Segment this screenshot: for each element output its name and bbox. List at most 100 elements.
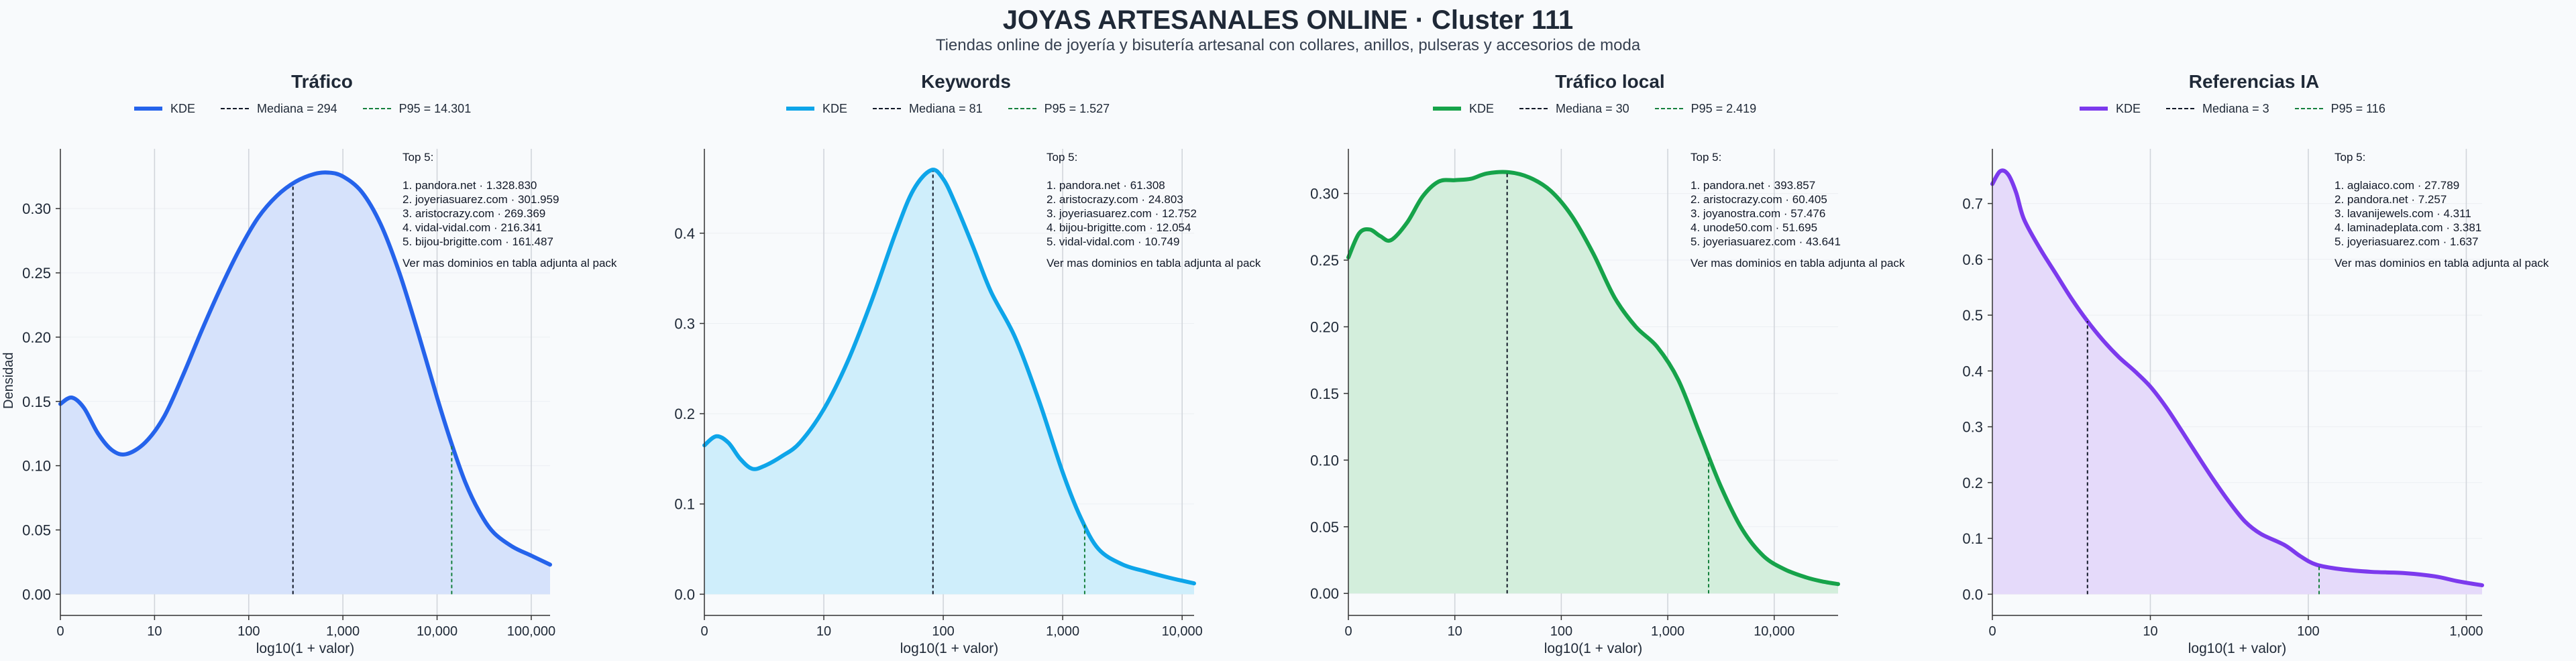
- top5-item: 1. pandora.net · 61.308: [1046, 179, 1165, 192]
- top5-item: 4. vidal-vidal.com · 216.341: [402, 221, 542, 234]
- x-tick-label: 10,000: [1754, 624, 1794, 639]
- chart-plot: 0.00 0.05 0.10 0.15 0.20 0.25 0.30 0 10 100 1,000 1…: [22, 149, 617, 656]
- top5-item: 5. vidal-vidal.com · 10.749: [1046, 235, 1179, 248]
- y-tick-label: 0.20: [22, 329, 51, 346]
- legend-label: Mediana = 294: [257, 101, 337, 115]
- kde-line: [702, 168, 1196, 586]
- x-axis-label: log10(1 + valor): [1544, 641, 1643, 656]
- chart-plot: 0.00 0.05 0.10 0.15 0.20 0.25 0.30 0 10 100 1,000 1…: [1310, 149, 1905, 656]
- x-tick-label: 1,000: [1651, 624, 1684, 639]
- x-tick-label: 10,000: [417, 624, 458, 639]
- top5-item: 4. bijou-brigitte.com · 12.054: [1046, 221, 1191, 234]
- legend-swatch-p95: [1008, 108, 1036, 109]
- top5-footer: Ver mas dominios en tabla adjunta al pac…: [1690, 257, 1905, 269]
- y-tick-label: 0.2: [674, 406, 695, 422]
- legend-item-p95: P95 = 1.527: [1008, 102, 1110, 116]
- page-title: JOYAS ARTESANALES ONLINE · Cluster 111: [1002, 5, 1574, 35]
- x-tick-label: 100: [2297, 624, 2319, 639]
- x-tick-label: 100: [932, 624, 954, 639]
- y-tick-label: 0.1: [674, 496, 695, 513]
- kde-area: [1992, 170, 2482, 595]
- chart-title: Keywords: [921, 71, 1011, 92]
- legend-label: KDE: [2116, 101, 2141, 115]
- kde-area: [704, 170, 1194, 595]
- top5-item: 2. pandora.net · 7.257: [2334, 193, 2447, 206]
- legend-swatch-kde: [786, 107, 814, 111]
- top5-item: 2. joyeriasuarez.com · 301.959: [402, 193, 559, 206]
- y-tick-label: 0.10: [22, 458, 51, 475]
- kde-line: [1346, 170, 1840, 587]
- chart-legend: KDE Mediana = 81 P95 = 1.527: [786, 101, 1135, 117]
- x-tick-label: 1,000: [326, 624, 360, 639]
- chart-panel-trafico-local: Tráfico local KDE Mediana = 30 P95 = 2.4…: [1288, 0, 1932, 661]
- x-axis-label: log10(1 + valor): [2188, 641, 2287, 656]
- top5-item: 4. unode50.com · 51.695: [1690, 221, 1817, 234]
- chart-plot: 0.0 0.1 0.2 0.3 0.4 0 10 100 1,000 10,000 log10(1 …: [674, 149, 1261, 656]
- top5-item: 1. pandora.net · 1.328.830: [402, 179, 537, 192]
- top5-item: 1. pandora.net · 393.857: [1690, 179, 1815, 192]
- top5-item: 2. aristocrazy.com · 60.405: [1690, 193, 1827, 206]
- top5-heading: Top 5:: [1690, 151, 1721, 164]
- y-tick-label: 0.25: [22, 265, 51, 282]
- legend-swatch-median: [1519, 108, 1548, 109]
- legend-swatch-kde: [134, 107, 162, 111]
- x-tick-label: 0: [1988, 624, 1996, 639]
- y-tick-label: 0.00: [1310, 585, 1339, 602]
- legend-item-median: Mediana = 294: [221, 102, 337, 116]
- y-tick-label: 0.7: [1962, 196, 1983, 213]
- x-tick-label: 100: [237, 624, 260, 639]
- top5-footer: Ver mas dominios en tabla adjunta al pac…: [402, 257, 617, 269]
- legend-item-kde: KDE: [1433, 102, 1494, 116]
- top5-heading: Top 5:: [1046, 151, 1077, 164]
- y-tick-label: 0.05: [22, 522, 51, 538]
- legend-item-kde: KDE: [134, 102, 195, 116]
- legend-label: P95 = 14.301: [398, 101, 472, 115]
- legend-item-kde: KDE: [786, 102, 847, 116]
- y-tick-label: 0.00: [22, 586, 51, 603]
- top5-footer: Ver mas dominios en tabla adjunta al pac…: [2334, 257, 2549, 269]
- x-tick-label: 0: [1344, 624, 1352, 639]
- y-tick-label: 0.6: [1962, 251, 1983, 268]
- top5-item: 5. joyeriasuarez.com · 1.637: [2334, 235, 2479, 248]
- kde-area: [1348, 172, 1838, 594]
- y-tick-label: 0.3: [1962, 419, 1983, 436]
- top5-item: 4. laminadeplata.com · 3.381: [2334, 221, 2481, 234]
- top5-footer: Ver mas dominios en tabla adjunta al pac…: [1046, 257, 1261, 269]
- legend-label: Mediana = 30: [1556, 101, 1629, 115]
- y-tick-label: 0.2: [1962, 475, 1983, 491]
- x-tick-label: 0: [56, 624, 64, 639]
- kde-area: [60, 172, 550, 595]
- legend-label: P95 = 116: [2330, 101, 2385, 115]
- y-tick-label: 0.25: [1310, 252, 1339, 269]
- legend-item-p95: P95 = 14.301: [362, 101, 472, 116]
- x-tick-label: 10: [816, 624, 831, 639]
- legend-swatch-median: [873, 108, 902, 109]
- top5-item: 1. aglaiaco.com · 27.789: [2334, 179, 2459, 192]
- x-tick-label: 1,000: [1046, 624, 1079, 639]
- legend-label: P95 = 2.419: [1690, 101, 1757, 115]
- legend-item-median: Mediana = 3: [2166, 102, 2269, 116]
- top5-item: 3. joyeriasuarez.com · 12.752: [1046, 207, 1197, 220]
- legend-swatch-p95: [1654, 108, 1683, 109]
- chart-panel-referencias-ia: Referencias IA KDE Mediana = 3 P95 = 116…: [1932, 0, 2576, 661]
- page-subtitle: Tiendas online de joyería y bisutería ar…: [935, 36, 1641, 54]
- top5-item: 5. joyeriasuarez.com · 43.641: [1690, 235, 1841, 248]
- legend-swatch-median: [2166, 108, 2195, 109]
- y-tick-label: 0.15: [22, 394, 51, 410]
- chart-plot: 0.0 0.1 0.2 0.3 0.4 0.5 0.6 0.7 0 10 100 1,000 log10…: [1962, 149, 2549, 656]
- top5-item: 3. aristocrazy.com · 269.369: [402, 207, 545, 220]
- chart-legend: KDE Mediana = 294 P95 = 14.301: [134, 101, 496, 117]
- chart-legend: KDE Mediana = 3 P95 = 116: [2080, 101, 2411, 117]
- chart-panel-trafico: Tráfico KDE Mediana = 294 P95 = 14.301 0…: [0, 0, 644, 661]
- x-axis-label: log10(1 + valor): [900, 641, 999, 656]
- x-tick-label: 10,000: [1162, 624, 1203, 639]
- kde-line: [58, 170, 552, 567]
- y-tick-label: 0.4: [1962, 363, 1983, 379]
- chart-title: Tráfico local: [1555, 71, 1665, 92]
- y-tick-label: 0.30: [22, 200, 51, 217]
- y-tick-label: 0.0: [1962, 586, 1983, 603]
- x-tick-label: 100: [1550, 624, 1572, 639]
- legend-swatch-kde: [2080, 107, 2108, 111]
- top5-item: 3. lavanijewels.com · 4.311: [2334, 207, 2471, 220]
- x-tick-label: 0: [700, 624, 708, 639]
